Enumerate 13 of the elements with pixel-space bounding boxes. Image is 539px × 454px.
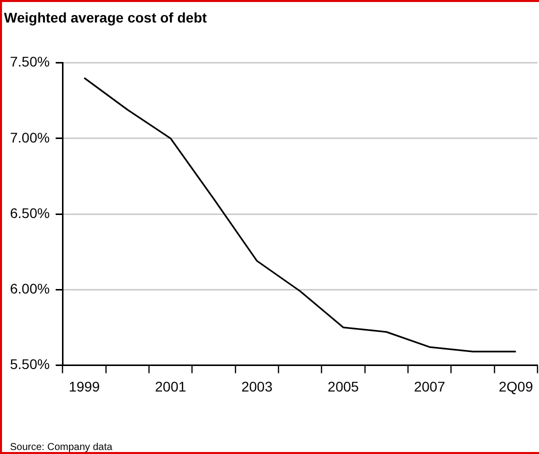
x-tick-label: 2007	[414, 378, 446, 394]
x-tick-label: 2001	[155, 378, 186, 394]
x-tick-label: 2005	[328, 378, 360, 394]
y-tick-label: 5.50%	[10, 356, 50, 372]
y-tick-label: 7.50%	[10, 54, 50, 70]
y-tick-label: 6.50%	[10, 204, 50, 221]
y-tick-label: 7.00%	[10, 129, 50, 146]
chart-title: Weighted average cost of debt	[4, 9, 208, 26]
x-tick-label: 2003	[241, 378, 273, 394]
source-note: Source: Company data	[10, 442, 113, 453]
y-tick-label: 6.00%	[10, 280, 50, 296]
x-tick-label: 1999	[68, 378, 100, 394]
x-tick-label: 2Q09	[498, 378, 534, 394]
